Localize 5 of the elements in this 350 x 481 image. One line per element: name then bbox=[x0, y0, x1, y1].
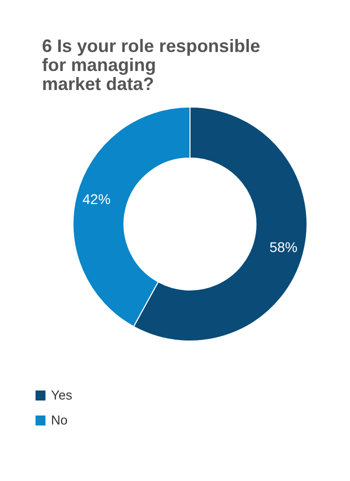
data-label: 42% bbox=[82, 191, 111, 207]
chart-title: 6 Is your role responsible for managing market data? bbox=[42, 36, 260, 94]
legend-label: Yes bbox=[51, 388, 73, 402]
data-label: 58% bbox=[269, 239, 298, 255]
legend-label: No bbox=[51, 412, 68, 428]
